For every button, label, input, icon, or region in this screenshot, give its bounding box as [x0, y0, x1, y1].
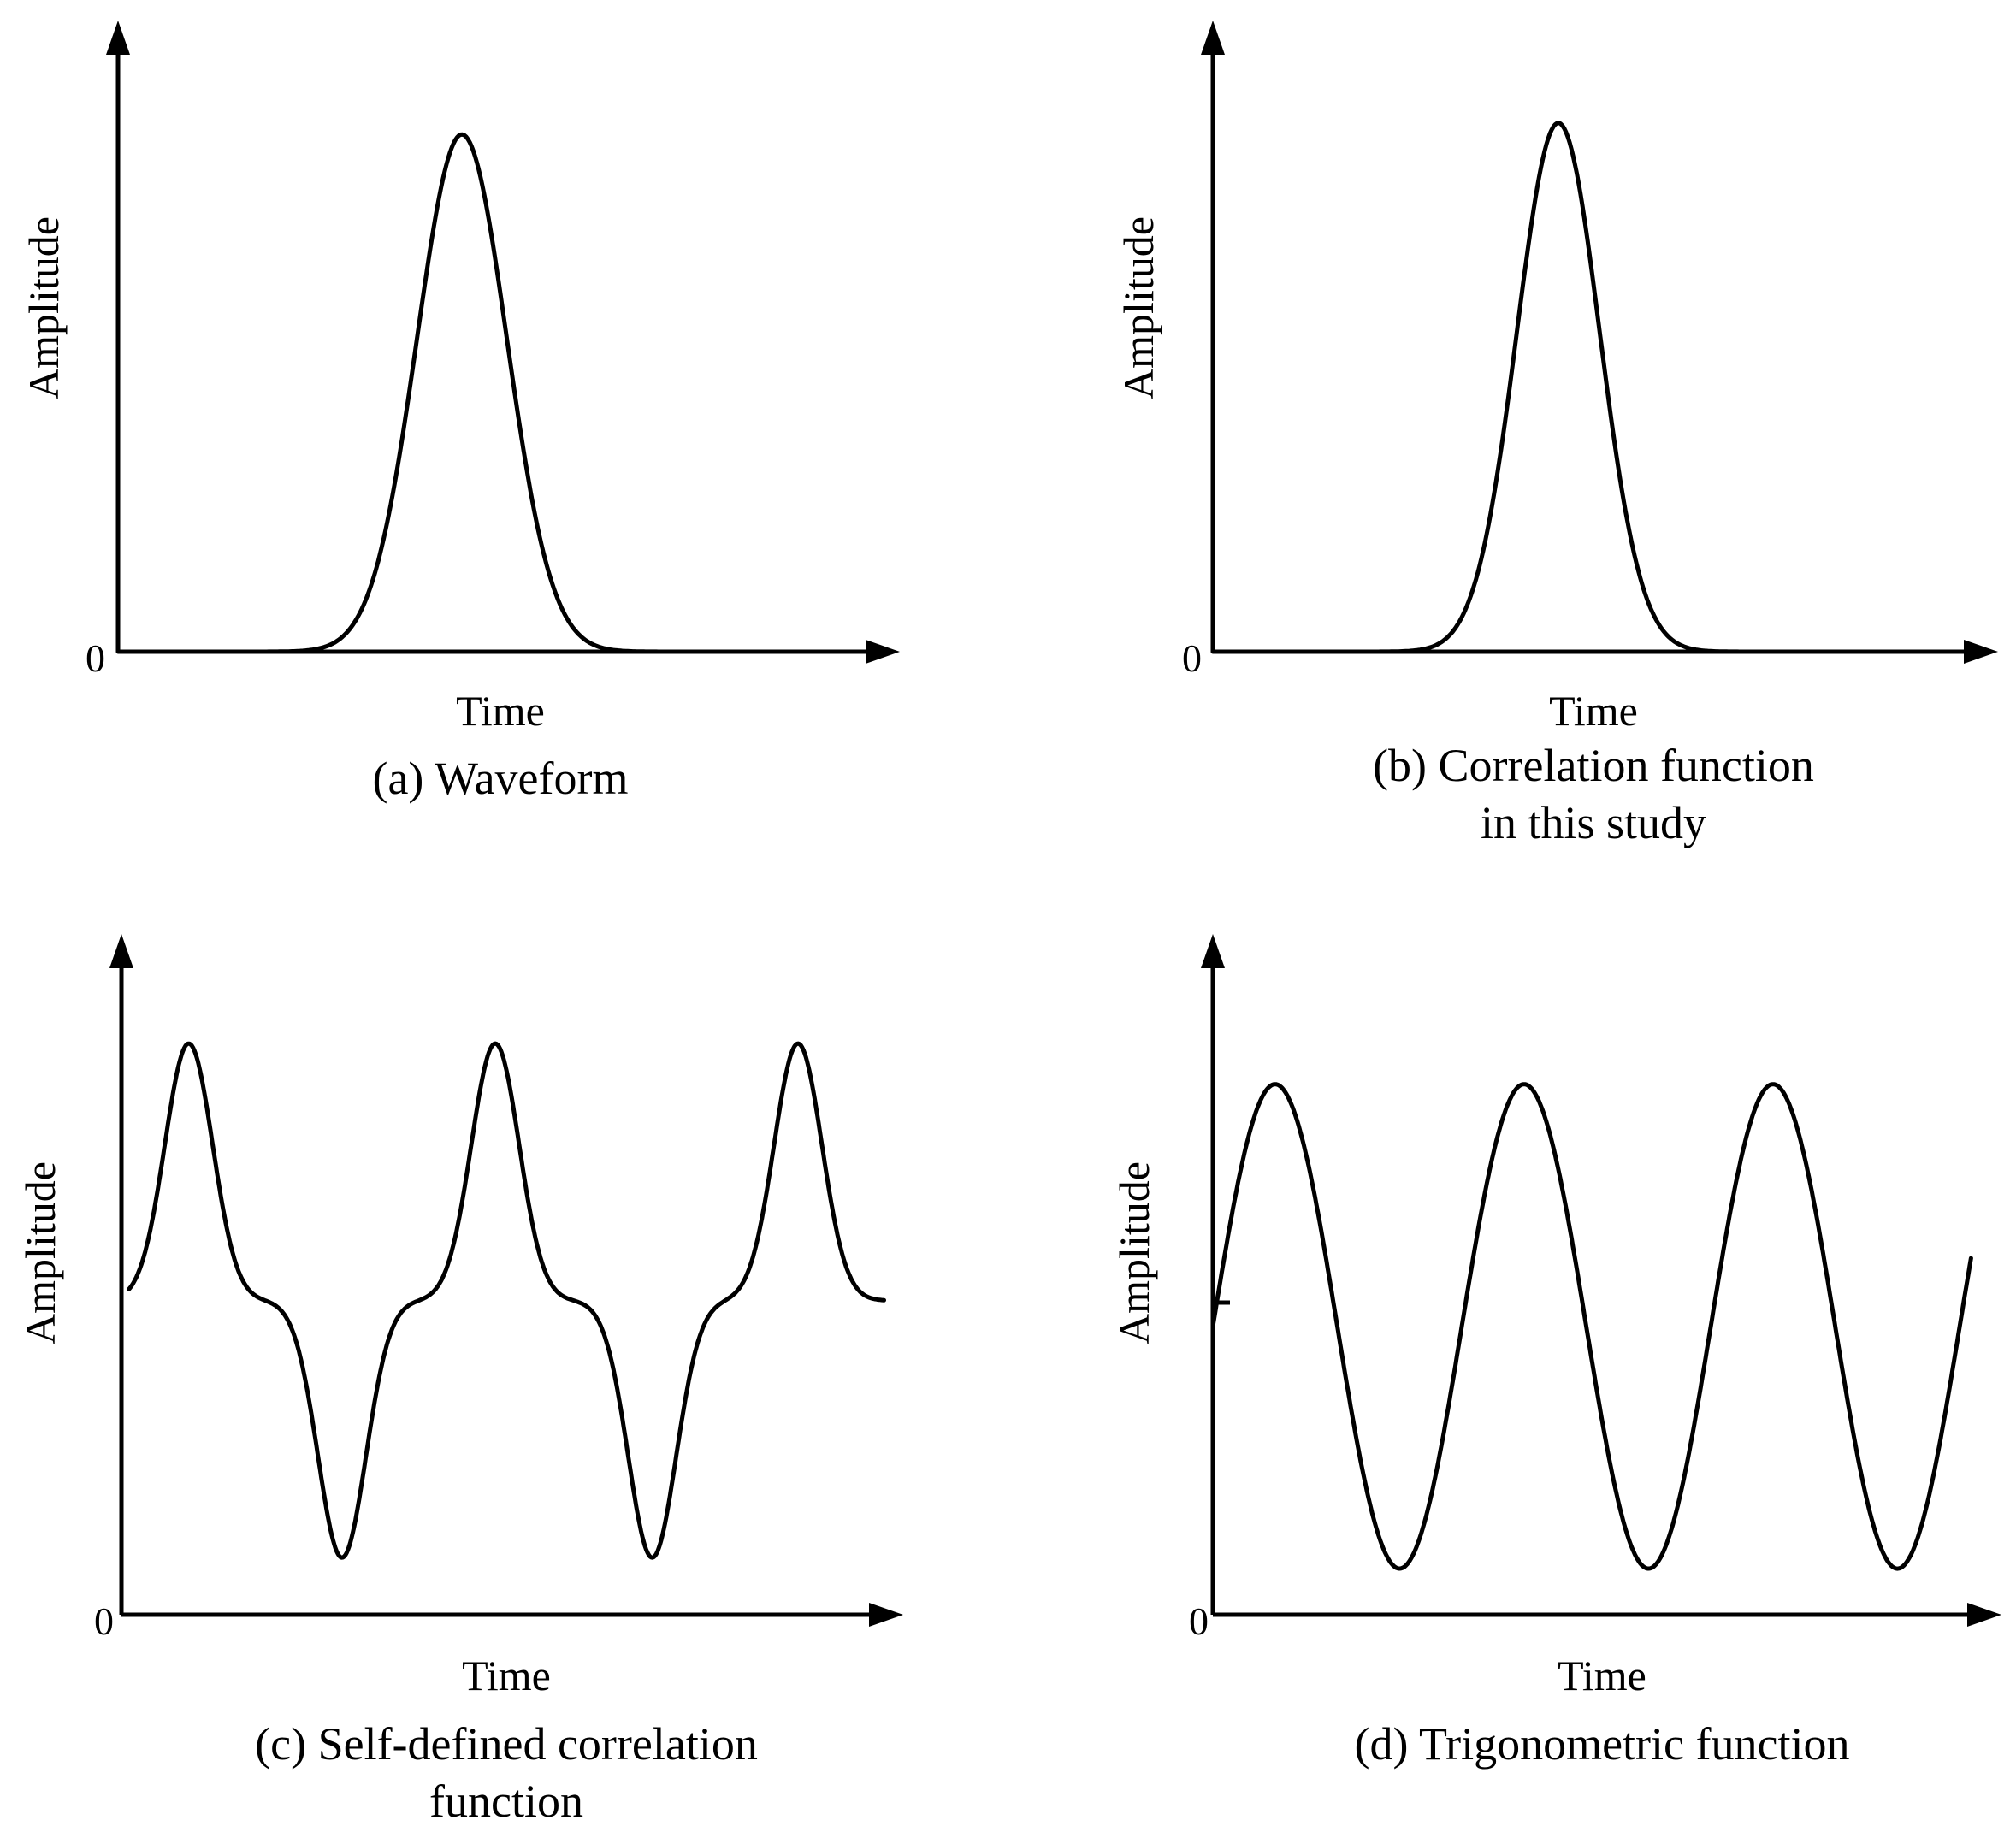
panel-a-x-axis-label: Time: [456, 687, 545, 735]
panel-d-y-axis-label: Amplitude: [1110, 1161, 1158, 1344]
panel-d-x-axis-arrow: [1967, 1603, 2001, 1627]
panel-d-series-line: [1210, 1082, 1973, 1571]
panel-d-trigonometric-function: 0 Amplitude Time (d) Trigonometric funct…: [1110, 934, 2001, 1770]
panel-b-zero-label: 0: [1182, 636, 1202, 680]
panel-b-y-axis-arrow: [1201, 21, 1225, 55]
panel-c-caption-line-1: (c) Self-defined correlation: [255, 1718, 758, 1770]
panel-b-y-axis-label: Amplitude: [1114, 216, 1162, 399]
panel-c-x-axis-label: Time: [462, 1652, 551, 1699]
panel-a-zero-label: 0: [86, 636, 105, 680]
panel-c-self-defined-correlation-function: 0 Amplitude Time (c) Self-defined correl…: [16, 934, 903, 1827]
panel-d-x-axis-label: Time: [1558, 1652, 1646, 1699]
panel-a-x-axis-arrow: [866, 640, 900, 664]
panel-a-series-line: [115, 132, 838, 654]
panel-b-series-line: [1210, 121, 1936, 654]
panel-c-caption-line-2: function: [429, 1776, 583, 1827]
panel-c-y-axis-label: Amplitude: [16, 1161, 64, 1344]
panel-c-series-line: [127, 1041, 886, 1560]
panel-b-correlation-function: 0 Amplitude Time (b) Correlation functio…: [1114, 21, 1998, 848]
panel-d-y-axis-arrow: [1201, 934, 1225, 968]
panel-d-caption: (d) Trigonometric function: [1355, 1718, 1850, 1770]
panel-a-y-axis-arrow: [106, 21, 130, 55]
panel-b-x-axis-label: Time: [1549, 687, 1638, 735]
panel-d-zero-label: 0: [1189, 1599, 1209, 1643]
panel-b-caption-line-2: in this study: [1481, 797, 1706, 848]
panel-b-x-axis-arrow: [1964, 640, 1998, 664]
panel-a-caption: (a) Waveform: [372, 753, 628, 804]
panel-c-x-axis-arrow: [869, 1603, 903, 1627]
panel-c-y-axis-arrow: [109, 934, 133, 968]
panel-a-y-axis-label: Amplitude: [20, 216, 68, 399]
panel-a-waveform: 0 Amplitude Time (a) Waveform: [20, 21, 900, 804]
panel-c-zero-label: 0: [94, 1599, 114, 1643]
panel-b-caption-line-1: (b) Correlation function: [1373, 740, 1814, 791]
